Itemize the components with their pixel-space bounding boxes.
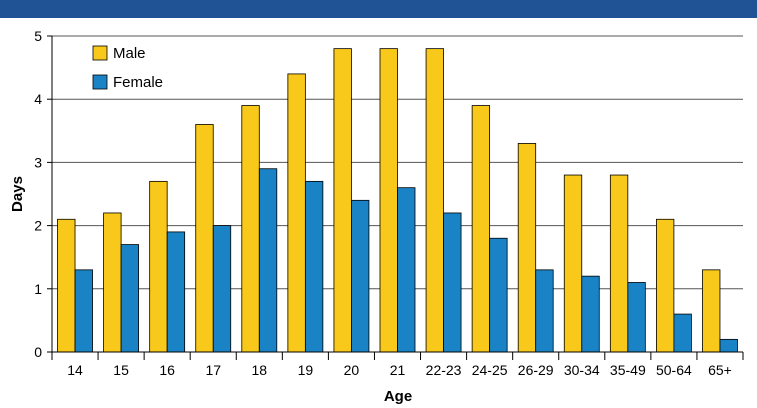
x-tick-label: 26-29 xyxy=(518,362,554,378)
x-tick-label: 15 xyxy=(113,362,129,378)
bar-male-21 xyxy=(380,49,398,352)
bar-male-30-34 xyxy=(564,175,582,352)
bar-female-14 xyxy=(75,270,93,352)
x-tick-label: 18 xyxy=(252,362,268,378)
x-tick-label: 35-49 xyxy=(610,362,646,378)
bar-female-15 xyxy=(121,245,139,352)
x-tick-label: 65+ xyxy=(708,362,732,378)
x-tick-label: 17 xyxy=(205,362,221,378)
x-tick-label: 30-34 xyxy=(564,362,600,378)
bar-male-17 xyxy=(196,124,214,352)
bar-male-19 xyxy=(288,74,306,352)
bar-male-14 xyxy=(58,219,76,352)
x-tick-label: 50-64 xyxy=(656,362,692,378)
bar-male-65+ xyxy=(702,270,720,352)
y-tick-label: 3 xyxy=(34,154,42,170)
y-tick-label: 2 xyxy=(34,218,42,234)
bar-female-65+ xyxy=(720,339,738,352)
bar-male-15 xyxy=(104,213,122,352)
y-tick-label: 5 xyxy=(34,28,42,44)
bar-female-22-23 xyxy=(444,213,462,352)
x-tick-label: 22-23 xyxy=(426,362,462,378)
bar-female-35-49 xyxy=(628,282,646,352)
legend-swatch-male xyxy=(93,46,107,60)
bar-female-21 xyxy=(398,188,416,352)
legend-label-female: Female xyxy=(113,74,163,91)
bar-female-18 xyxy=(259,169,277,352)
y-tick-label: 4 xyxy=(34,91,42,107)
y-axis-label: Days xyxy=(9,176,26,212)
x-tick-label: 14 xyxy=(67,362,83,378)
x-axis-label: Age xyxy=(384,388,412,405)
bar-female-16 xyxy=(167,232,185,352)
bar-female-24-25 xyxy=(490,238,508,352)
y-tick-labels: 0 1 2 3 4 5 xyxy=(34,28,42,360)
bar-male-26-29 xyxy=(518,143,536,352)
bar-male-18 xyxy=(242,106,259,352)
bars xyxy=(58,49,738,352)
x-tick-label: 20 xyxy=(344,362,360,378)
bar-male-50-64 xyxy=(656,219,674,352)
bar-female-50-64 xyxy=(674,314,692,352)
bar-female-20 xyxy=(351,200,369,352)
bar-female-30-34 xyxy=(582,276,600,352)
bar-male-22-23 xyxy=(426,49,444,352)
x-tick-label: 21 xyxy=(390,362,406,378)
bar-female-19 xyxy=(305,181,323,352)
legend-label-male: Male xyxy=(113,45,146,62)
bar-female-17 xyxy=(213,226,231,352)
x-tick-label: 16 xyxy=(159,362,175,378)
x-tick-labels: 14 15 16 17 18 19 20 21 22-23 24-25 26-29 30-34 35-4… xyxy=(67,362,732,378)
y-tick-label: 1 xyxy=(34,281,42,297)
bar-male-35-49 xyxy=(610,175,628,352)
bar-male-24-25 xyxy=(472,106,490,352)
legend-swatch-female xyxy=(93,75,107,89)
x-tick-label: 19 xyxy=(298,362,314,378)
x-tick-label: 24-25 xyxy=(472,362,508,378)
bar-male-20 xyxy=(334,49,352,352)
bar-male-16 xyxy=(150,181,168,352)
bar-female-26-29 xyxy=(536,270,554,352)
y-tick-label: 0 xyxy=(34,344,42,360)
legend: Male Female xyxy=(93,45,163,91)
